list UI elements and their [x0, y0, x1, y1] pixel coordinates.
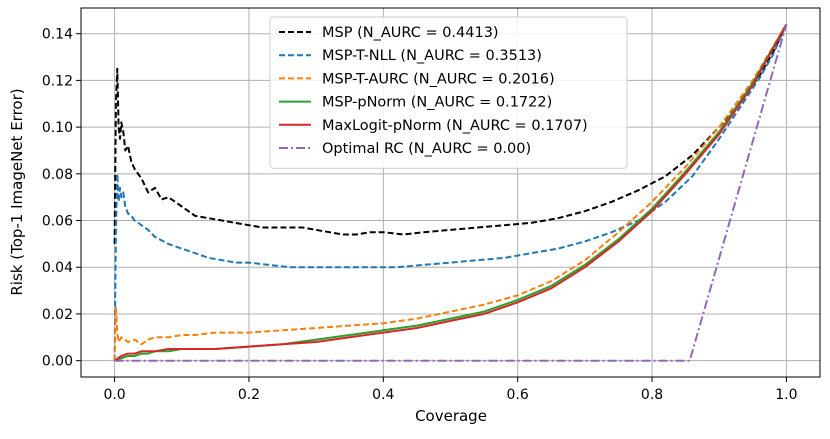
legend-label-5: Optimal RC (N_AURC = 0.00) — [322, 141, 531, 157]
y-tick-label: 0.00 — [42, 354, 73, 370]
x-tick-label: 0.2 — [238, 387, 260, 403]
x-tick-label: 0.8 — [641, 387, 663, 403]
y-tick-label: 0.06 — [42, 214, 73, 230]
y-tick-label: 0.02 — [42, 307, 73, 323]
y-axis-label: Risk (Top-1 ImageNet Error) — [8, 88, 26, 295]
y-tick-label: 0.14 — [42, 27, 73, 43]
legend-label-1: MSP-T-NLL (N_AURC = 0.3513) — [322, 48, 542, 64]
y-tick-label: 0.12 — [42, 73, 73, 89]
y-tick-label: 0.08 — [42, 167, 73, 183]
legend-label-4: MaxLogit-pNorm (N_AURC = 0.1707) — [322, 118, 588, 134]
plot-frame — [80, 7, 821, 378]
legend-label-3: MSP-pNorm (N_AURC = 0.1722) — [322, 95, 552, 111]
legend: MSP (N_AURC = 0.4413) MSP-T-NLL (N_AURC =… — [269, 16, 628, 169]
x-axis-label: Coverage — [415, 407, 487, 425]
x-tick-label: 0.4 — [372, 387, 394, 403]
y-tick-label: 0.10 — [42, 120, 73, 136]
y-tick-label: 0.04 — [42, 260, 73, 276]
x-tick-label: 1.0 — [775, 387, 797, 403]
series-line-2 — [113, 23, 788, 361]
x-tick-label: 0.0 — [103, 387, 125, 403]
series-layer — [113, 23, 788, 362]
series-line-4 — [114, 23, 788, 362]
x-tick-label: 0.6 — [507, 387, 529, 403]
legend-box — [269, 16, 628, 169]
x-ticks: 0.0 0.2 0.4 0.6 0.8 1.0 — [103, 377, 798, 403]
y-ticks: 0.00 0.02 0.04 0.06 0.08 0.10 0.12 0.14 — [42, 27, 81, 370]
series-line-0 — [113, 23, 788, 244]
series-line-3 — [114, 23, 788, 362]
series-line-5 — [114, 24, 788, 362]
legend-label-2: MSP-T-AURC (N_AURC = 0.2016) — [322, 71, 555, 87]
legend-label-0: MSP (N_AURC = 0.4413) — [322, 25, 499, 41]
